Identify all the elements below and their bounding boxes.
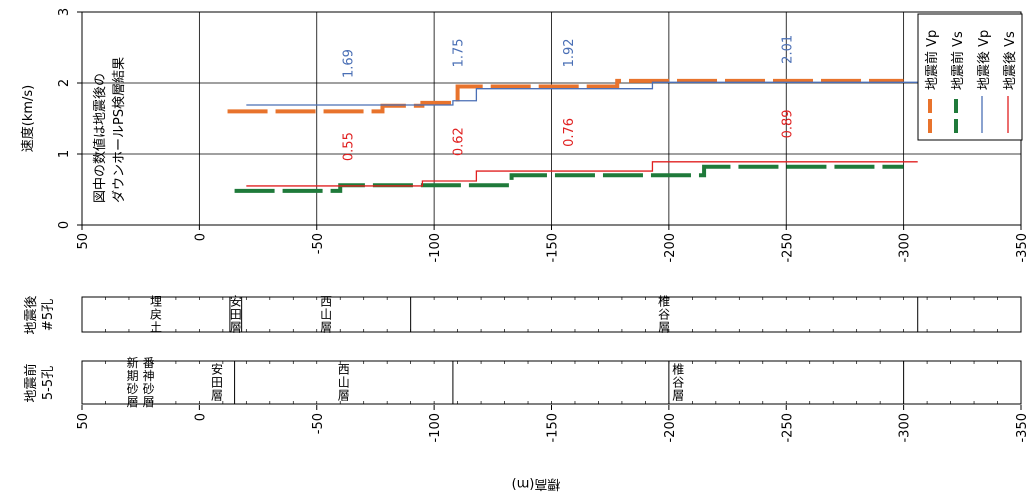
- strata-layer-char: 層: [320, 321, 332, 335]
- legend-box: [917, 13, 1023, 141]
- x-tick-label-bottom: -300: [898, 413, 913, 443]
- x-tick-label-top: -300: [898, 233, 913, 263]
- x-tick-label-top: 50: [76, 233, 91, 250]
- strata-layer-char: 層: [211, 389, 223, 403]
- strata-layer-char: 層: [230, 321, 242, 335]
- y-tick-label: 3: [57, 8, 72, 16]
- y-tick-label: 0: [57, 221, 72, 229]
- strata-layer-char: 期: [127, 369, 139, 383]
- x-tick-label-top: -200: [663, 233, 678, 263]
- data-label-after_vp: 1.69: [341, 49, 356, 78]
- strata-layer-char: 西: [338, 363, 350, 377]
- strata-layer-char: 安: [211, 362, 223, 377]
- strata-layer-char: 谷: [672, 376, 684, 390]
- x-tick-label-bottom: -350: [1015, 413, 1028, 443]
- data-labels: 1.69 1.75 1.92 2.01 0.55 0.62 0.76 0.89: [341, 35, 795, 161]
- strata-layer-char: 神: [143, 369, 155, 383]
- strata-layer-char: 戻: [150, 308, 162, 322]
- data-label-after_vp: 2.01: [780, 35, 795, 64]
- strata-layer-name: 椎谷層: [658, 294, 670, 335]
- y-axis-label: 速度(km/s): [20, 85, 36, 153]
- legend-label: 地震後 Vs: [1003, 31, 1018, 90]
- x-axis-label: 標高(m): [512, 476, 561, 492]
- strata-layer-name: 西山層: [320, 295, 332, 335]
- x-tick-label-top: -50: [311, 233, 326, 254]
- strata-layer-char: 山: [338, 376, 350, 390]
- strata-column-label: 5-5孔: [41, 366, 56, 400]
- strata-layer-name: 西山層: [338, 363, 350, 403]
- strata-layer-char: 西: [320, 295, 332, 309]
- legend-label: 地震前 Vp: [924, 30, 940, 90]
- x-tick-label-bottom: 0: [193, 413, 208, 421]
- x-tick-label-bottom: 50: [76, 413, 91, 430]
- y-tick-label: 2: [57, 79, 72, 87]
- strata-layer-char: 山: [320, 308, 332, 322]
- x-tick-label-top: -100: [428, 233, 443, 263]
- strata-layer-char: 層: [143, 395, 155, 409]
- x-tick-label-top: -350: [1015, 233, 1028, 263]
- legend-label: 地震前 Vs: [950, 31, 966, 90]
- legend-label: 地震後 Vp: [977, 30, 992, 90]
- data-label-after_vs: 0.76: [562, 118, 577, 147]
- strata-layer-char: 田: [211, 376, 223, 390]
- strata-layer-name: 新期砂層: [127, 355, 139, 409]
- x-tick-label-bottom: -150: [546, 413, 561, 443]
- strata-column-frame: [81, 296, 1022, 333]
- strata-layer-name: 安田層: [230, 294, 242, 335]
- data-label-after_vs: 0.55: [341, 132, 356, 161]
- strata-layer-char: 砂: [143, 382, 155, 396]
- chart-title-line: 図中の数値は地震後の: [92, 73, 108, 203]
- strata-layer-char: 層: [672, 389, 684, 403]
- strata-layer-char: 埋: [150, 295, 162, 309]
- x-tick-label-bottom: -200: [663, 413, 678, 443]
- series-line-after_vs: [246, 161, 918, 187]
- strata-layer-char: 砂: [127, 382, 139, 396]
- series-line-before_vs: [234, 164, 904, 193]
- strata-layer-name: 椎谷層: [672, 362, 684, 403]
- legend: 地震前 Vp 地震前 Vs 地震後 Vp 地震後 Vs: [917, 13, 1023, 141]
- x-tick-label-top: -150: [546, 233, 561, 263]
- y-tick-label: 1: [57, 150, 72, 158]
- strata-column-label: #5孔: [41, 299, 56, 331]
- data-label-after_vp: 1.75: [452, 38, 467, 67]
- grid-lines: [81, 11, 1022, 226]
- strata-column-label: 地震前: [23, 363, 39, 402]
- strata-layer-char: 椎: [672, 362, 684, 377]
- strata-layer-char: 谷: [658, 308, 670, 322]
- strata-layer-char: 土: [150, 321, 162, 335]
- strata-column-label: 地震後: [24, 295, 39, 334]
- strata-layer-char: 番: [143, 356, 155, 370]
- series-lines: [227, 78, 918, 193]
- strata-layer-char: 層: [338, 389, 350, 403]
- x-tick-label-top: -250: [780, 233, 795, 263]
- series-line-after_vp: [246, 81, 918, 106]
- data-label-after_vs: 0.62: [452, 127, 467, 156]
- strata-layer-char: 層: [658, 321, 670, 335]
- strata-layer-name: 安田層: [211, 362, 223, 403]
- x-tick-label-bottom: -250: [780, 413, 795, 443]
- chart-title-line: ダウンホールPS検層結果: [112, 57, 127, 203]
- strata-layer-char: 椎: [658, 294, 670, 309]
- strata-layer-char: 層: [127, 395, 139, 409]
- x-tick-label-bottom: -50: [311, 413, 326, 434]
- x-tick-label-bottom: -100: [428, 413, 443, 443]
- strata-layer-char: 新: [127, 355, 139, 370]
- strata-layer-name: 埋戻土: [150, 295, 162, 335]
- series-line-before_vp: [227, 78, 904, 114]
- data-label-after_vp: 1.92: [562, 38, 577, 67]
- x-tick-label-top: 0: [193, 233, 208, 241]
- strata-layer-name: 番神砂層: [143, 356, 155, 409]
- strata-layer-char: 田: [230, 308, 242, 322]
- axes: 0 1 2 3 速度(km/s) 50 0 -50 -100 -150 -200 -250 -300 -3…: [20, 8, 1028, 492]
- strata-layer-char: 安: [230, 294, 242, 309]
- data-label-after_vs: 0.89: [780, 109, 795, 138]
